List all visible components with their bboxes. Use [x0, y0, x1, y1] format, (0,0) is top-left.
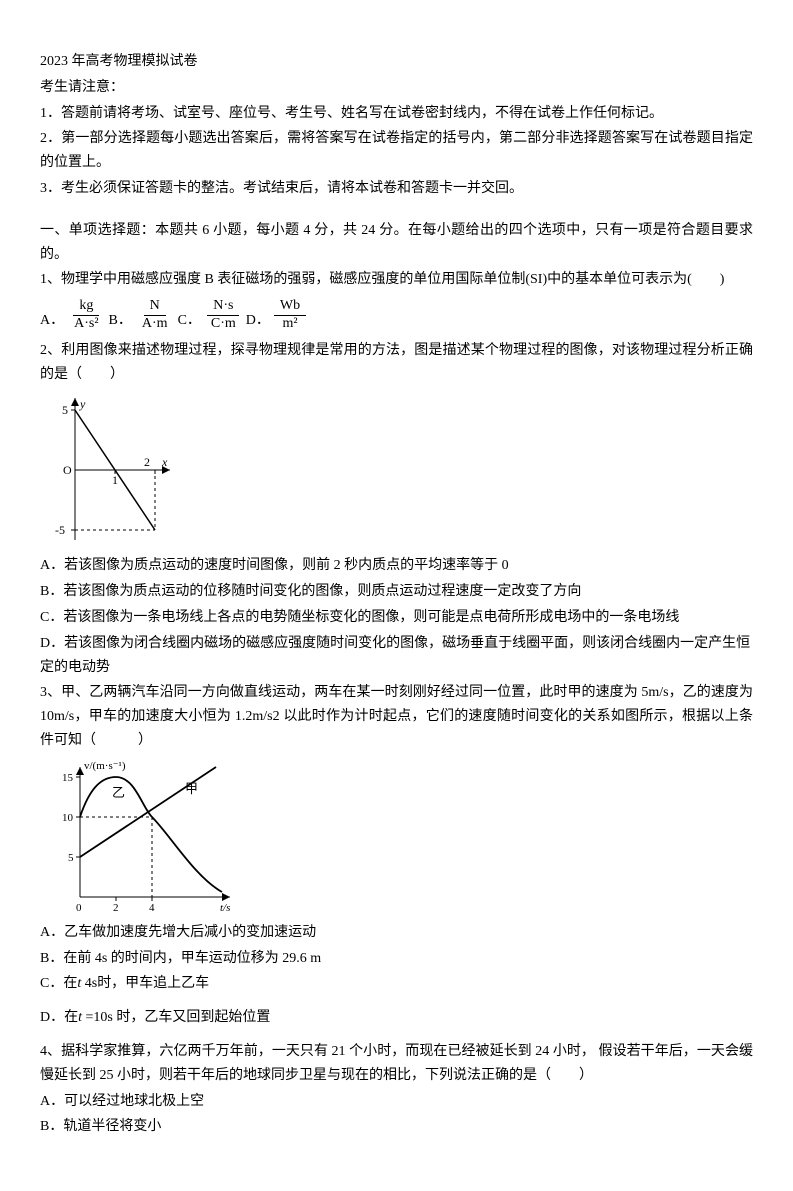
q1-stem: 1、物理学中用磁感应强度 B 表征磁场的强弱，磁感应强度的单位用国际单位制(SI…: [40, 268, 753, 292]
q2-option-d: D．若该图像为闭合线圈内磁场的磁感应强度随时间变化的图像，磁场垂直于线圈平面，则…: [40, 632, 753, 680]
q1-option-c-frac: N·s C·m: [205, 298, 242, 333]
q2-y-bottom: -5: [55, 523, 65, 537]
q1-d-num: Wb: [274, 298, 306, 316]
q1-option-b-label: B．: [109, 309, 132, 333]
q2-stem: 2、利用图像来描述物理过程，探寻物理规律是常用的方法，图是描述某个物理过程的图像…: [40, 339, 753, 387]
q4-option-a: A．可以经过地球北极上空: [40, 1090, 753, 1114]
q3-y15: 15: [62, 772, 74, 784]
q1-option-a-frac: kg A·s²: [68, 298, 104, 333]
q2-graph: y x O 5 -5 1 2: [40, 390, 753, 550]
q3-x4: 4: [149, 902, 155, 914]
notice-head: 考生请注意：: [40, 76, 753, 100]
q2-option-a: A．若该图像为质点运动的速度时间图像，则前 2 秒内质点的平均速率等于 0: [40, 554, 753, 578]
q3-y5: 5: [68, 852, 74, 864]
q3-c-post: 时，甲车追上乙车: [97, 976, 209, 991]
q2-y-top: 5: [62, 403, 68, 417]
q3-x0: 0: [76, 902, 82, 914]
q3-d-mid: =10s: [86, 1010, 113, 1025]
q2-x-label: x: [161, 455, 168, 469]
q3-d-pre: D．在: [40, 1010, 78, 1025]
q3-stem: 3、甲、乙两辆汽车沿同一方向做直线运动，两车在某一时刻刚好经过同一位置，此时甲的…: [40, 681, 753, 752]
q1-b-den: A·m: [136, 316, 174, 333]
q1-a-den: A·s²: [68, 316, 104, 333]
q1-b-num: N: [144, 298, 166, 316]
q3-option-c: C．在t 4s时，甲车追上乙车: [40, 972, 753, 996]
q3-d-t: t: [78, 1010, 85, 1025]
q1-option-c-label: C．: [178, 309, 201, 333]
q1-d-den: m²: [276, 316, 303, 333]
q3-y10: 10: [62, 812, 74, 824]
q3-xlabel: t/s: [220, 902, 230, 914]
q3-graph: 5 10 15 2 4 0 v/(m·s⁻¹) t/s 甲 乙: [40, 757, 753, 917]
notice-1: 1．答题前请将考场、试室号、座位号、考生号、姓名写在试卷密封线内，不得在试卷上作…: [40, 102, 753, 126]
q1-c-num: N·s: [207, 298, 239, 316]
q3-x2: 2: [113, 902, 119, 914]
q1-option-d-frac: Wb m²: [274, 298, 306, 333]
q3-option-b: B．在前 4s 的时间内，甲车运动位移为 29.6 m: [40, 947, 753, 971]
q3-c-t: t: [77, 976, 84, 991]
notice-3: 3．考生必须保证答题卡的整洁。考试结束后，请将本试卷和答题卡一并交回。: [40, 177, 753, 201]
q3-label-jia: 甲: [185, 781, 198, 796]
q3-c-pre: C．在: [40, 976, 77, 991]
q3-ylabel: v/(m·s⁻¹): [84, 760, 126, 772]
q3-c-mid: 4s: [85, 976, 97, 991]
q1-option-b-frac: N A·m: [136, 298, 174, 333]
q3-option-d: D．在t =10s 时，乙车又回到起始位置: [40, 1006, 753, 1030]
q3-d-post: 时，乙车又回到起始位置: [113, 1010, 271, 1025]
section-1-head: 一、单项选择题：本题共 6 小题，每小题 4 分，共 24 分。在每小题给出的四…: [40, 219, 753, 267]
q2-x2: 2: [144, 455, 150, 469]
q2-option-c: C．若该图像为一条电场线上各点的电势随坐标变化的图像，则可能是点电荷所形成电场中…: [40, 606, 753, 630]
q2-x1: 1: [112, 473, 118, 487]
q2-y-label: y: [79, 397, 86, 411]
q4-option-b: B．轨道半径将变小: [40, 1115, 753, 1139]
exam-title: 2023 年高考物理模拟试卷: [40, 50, 753, 74]
q4-stem: 4、据科学家推算，六亿两千万年前，一天只有 21 个小时，而现在已经被延长到 2…: [40, 1040, 753, 1088]
q1-options: A． kg A·s² B． N A·m C． N·s C·m D． Wb m²: [40, 298, 753, 333]
q2-graph-svg: y x O 5 -5 1 2: [40, 390, 180, 550]
notice-2: 2．第一部分选择题每小题选出答案后，需将答案写在试卷指定的括号内，第二部分非选择…: [40, 127, 753, 175]
q2-origin-label: O: [63, 463, 72, 477]
q3-label-yi: 乙: [112, 785, 125, 800]
q1-a-num: kg: [73, 298, 99, 316]
q1-c-den: C·m: [205, 316, 242, 333]
q3-option-a: A．乙车做加速度先增大后减小的变加速运动: [40, 921, 753, 945]
q3-graph-svg: 5 10 15 2 4 0 v/(m·s⁻¹) t/s 甲 乙: [40, 757, 240, 917]
q2-option-b: B．若该图像为质点运动的位移随时间变化的图像，则质点运动过程速度一定改变了方向: [40, 580, 753, 604]
q1-option-d-label: D．: [246, 309, 270, 333]
q1-option-a-label: A．: [40, 309, 64, 333]
